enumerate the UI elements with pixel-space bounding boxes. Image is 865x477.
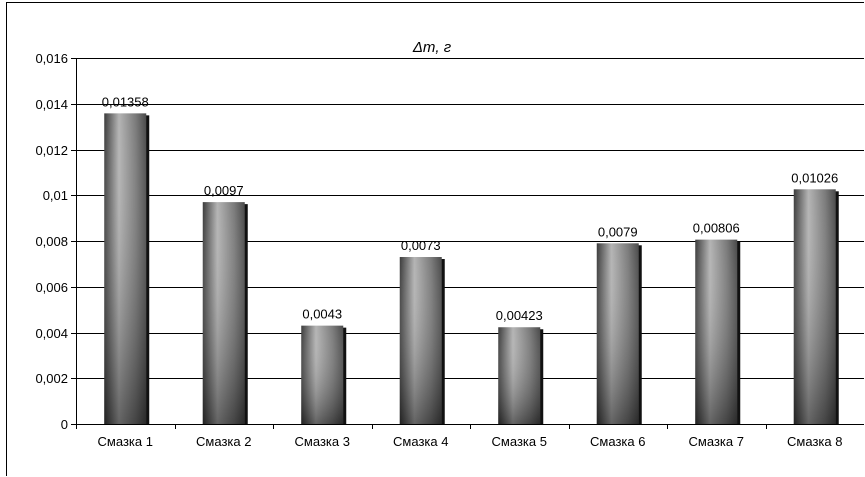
bar-shade	[301, 325, 344, 424]
y-tick-label: 0,002	[35, 371, 68, 386]
x-tick-label: Смазка 6	[590, 434, 645, 449]
bar-shade	[399, 257, 442, 424]
x-tick-label: Смазка 8	[787, 434, 842, 449]
y-tick-label: 0,004	[35, 326, 68, 341]
y-tick-label: 0,016	[35, 51, 68, 66]
data-label: 0,0043	[302, 307, 342, 322]
x-tick-label: Смазка 3	[295, 434, 350, 449]
y-tick-label: 0,008	[35, 234, 68, 249]
bar-shade	[498, 327, 541, 424]
data-labels: 0,01358 0,0097 0,0043 0,0073 0,00423 0,0079 0,…	[102, 94, 839, 323]
chart-title: Δm, г	[412, 39, 452, 56]
data-label: 0,0097	[204, 183, 244, 198]
y-tick-label: 0	[61, 417, 68, 432]
x-tick-label: Смазка 7	[689, 434, 744, 449]
chart-frame	[6, 2, 864, 476]
data-label: 0,0073	[401, 238, 441, 253]
bars	[104, 113, 839, 425]
x-tick-label: Смазка 5	[492, 434, 547, 449]
data-label: 0,0079	[598, 224, 638, 239]
x-tick-label: Смазка 1	[98, 434, 153, 449]
grid-lines	[76, 58, 864, 379]
data-label: 0,01026	[791, 170, 838, 185]
x-tick-label: Смазка 4	[393, 434, 448, 449]
x-axis-labels: Смазка 1 Смазка 2 Смазка 3 Смазка 4 Смазка 5…	[76, 424, 842, 449]
bar-shade	[202, 202, 245, 424]
bar-shade	[695, 239, 738, 424]
bar-shade	[104, 113, 147, 425]
x-tick-label: Смазка 2	[196, 434, 251, 449]
y-tick-label: 0,01	[43, 188, 68, 203]
y-tick-label: 0,014	[35, 97, 68, 112]
y-axis-ticks: 0 0,002 0,004 0,006 0,008 0,01 0,012 0,014 0,016	[35, 51, 76, 432]
data-label: 0,00423	[496, 308, 543, 323]
bar-shade	[793, 189, 836, 424]
data-label: 0,01358	[102, 94, 149, 109]
data-label: 0,00806	[693, 221, 740, 236]
y-tick-label: 0,006	[35, 280, 68, 295]
bar-shade	[596, 243, 639, 424]
y-tick-label: 0,012	[35, 143, 68, 158]
